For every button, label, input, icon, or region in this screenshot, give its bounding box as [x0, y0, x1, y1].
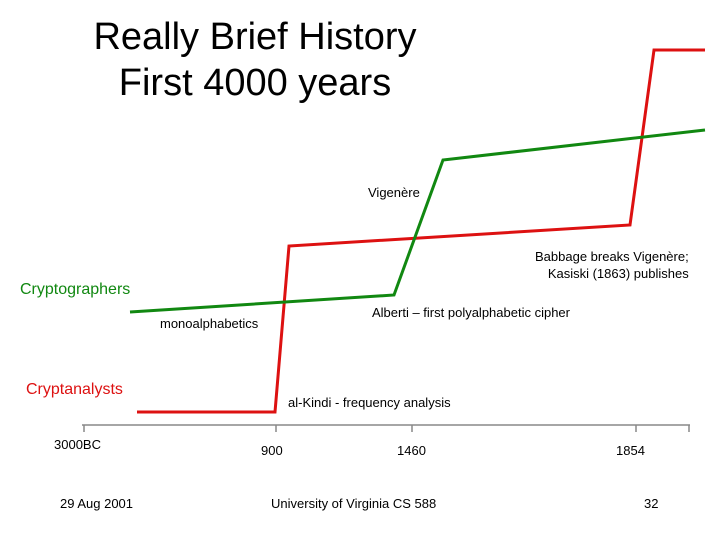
babbage-label-line-2: Kasiski (1863) publishes: [547, 266, 689, 281]
tick-label-3000bc: 3000BC: [54, 437, 101, 452]
tick-label-900: 900: [261, 443, 283, 458]
cryptanalysts-line: [137, 48, 705, 414]
cryptanalysts-label: Cryptanalysts: [26, 381, 123, 398]
slide-title: Really Brief History First 4000 years: [60, 14, 450, 106]
vigenere-label: Vigenère: [368, 185, 420, 200]
footer-page-number: 32: [644, 496, 659, 511]
tick-label-1854: 1854: [616, 443, 645, 458]
cryptographers-label: Cryptographers: [20, 281, 131, 298]
alkindi-label: al-Kindi - frequency analysis: [288, 395, 451, 410]
alberti-label: Alberti – first polyalphabetic cipher: [372, 305, 570, 320]
monoalphabetics-label: monoalphabetics: [160, 316, 259, 331]
cryptographers-line: [129, 128, 706, 314]
tick-label-1460: 1460: [397, 443, 426, 458]
title-line-2: First 4000 years: [118, 62, 392, 104]
title-line-1: Really Brief History: [93, 16, 417, 58]
babbage-label-line-1: Babbage breaks Vigenère;: [535, 249, 689, 264]
footer-course: University of Virginia CS 588: [271, 496, 437, 511]
footer-date: 29 Aug 2001: [60, 496, 134, 511]
babbage-label: Babbage breaks Vigenère; Kasiski (1863) …: [535, 249, 689, 281]
